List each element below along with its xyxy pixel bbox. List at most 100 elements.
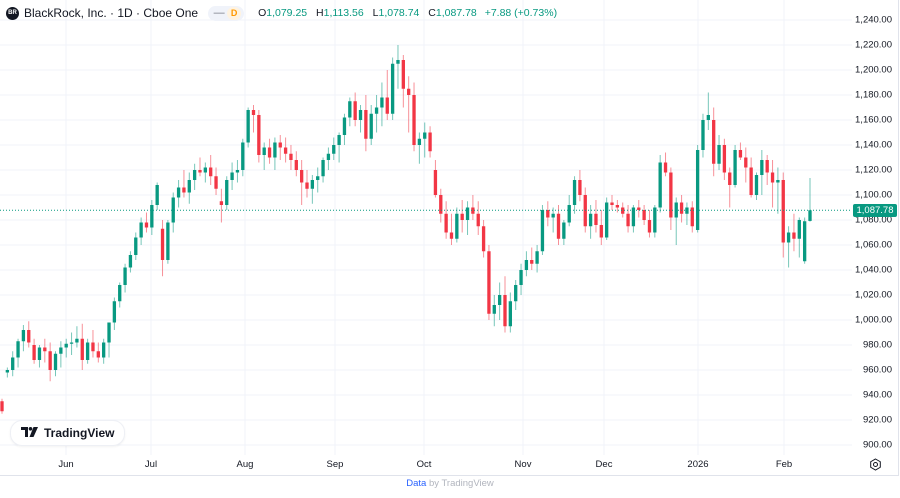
candle-down <box>712 107 716 177</box>
candle-down <box>481 220 486 258</box>
candle-down <box>476 201 480 235</box>
price-tick-label: 1,100.00 <box>855 189 892 201</box>
chart-frame: 1,240.00 1,220.00 1,200.00 1,180.00 1,160.00… <box>0 0 899 476</box>
candle-down <box>487 245 491 320</box>
candle-down <box>364 95 368 152</box>
candle-up <box>21 325 26 352</box>
candle-down <box>503 276 507 333</box>
candle-down <box>219 188 224 223</box>
candle-down <box>738 142 743 160</box>
close-label: C <box>428 7 436 19</box>
price-tick-label: 900.00 <box>862 439 892 451</box>
candle-up <box>123 263 127 293</box>
candle-up <box>348 97 352 127</box>
candle-down <box>27 321 31 348</box>
candle-down <box>647 210 652 238</box>
candle-up <box>497 282 502 320</box>
candle-down <box>679 195 684 223</box>
candle-down <box>594 200 598 233</box>
candle-up <box>786 226 791 268</box>
candle-down <box>385 70 389 120</box>
candle-up <box>588 205 593 239</box>
candle-down <box>257 110 261 163</box>
candle-up <box>524 251 529 277</box>
candle-up <box>203 162 207 183</box>
candle-up <box>369 105 373 145</box>
candle-down <box>781 172 785 258</box>
candle-up <box>695 145 700 233</box>
footer-attribution: Data by TradingView <box>0 478 900 496</box>
candle-up <box>374 95 379 133</box>
candle-up <box>717 135 721 170</box>
candle-up <box>16 338 20 368</box>
time-tick-label: Aug <box>236 459 254 470</box>
candle-up <box>134 232 138 260</box>
price-tick-label: 1,040.00 <box>855 264 892 276</box>
candle-down <box>209 155 213 185</box>
candle-down <box>449 213 454 245</box>
candle-up <box>396 45 400 89</box>
candlestick-plot[interactable] <box>0 0 852 455</box>
candle-up <box>358 105 363 133</box>
candle-down <box>0 398 4 414</box>
data-link[interactable]: Data <box>406 478 427 489</box>
candle-down <box>283 137 288 163</box>
attribution-text: by TradingView <box>426 478 494 489</box>
candle-down <box>32 338 36 364</box>
price-tick-label: 920.00 <box>862 414 892 426</box>
candle-up <box>492 295 496 327</box>
candle-down <box>444 201 448 239</box>
candle-down <box>722 138 727 180</box>
candle-up <box>85 338 90 364</box>
candle-down <box>578 170 582 202</box>
candle-down <box>621 202 625 218</box>
candle-up <box>706 92 710 130</box>
candle-up <box>760 150 764 195</box>
dash-icon: — <box>213 7 225 19</box>
candle-down <box>80 323 84 370</box>
candle-up <box>540 205 545 255</box>
candle-down <box>428 126 432 158</box>
low-label: L <box>372 7 379 19</box>
candle-up <box>631 205 636 233</box>
candle-up <box>380 82 384 127</box>
tradingview-watermark[interactable]: TradingView <box>10 420 126 446</box>
price-tick-label: 1,000.00 <box>855 314 892 326</box>
candle-up <box>316 167 320 193</box>
candle-up <box>776 167 780 214</box>
candle-up <box>69 332 74 355</box>
candle-up <box>701 113 705 158</box>
candle-down <box>460 200 464 233</box>
candle-down <box>615 200 620 213</box>
time-tick-label: Sep <box>326 459 344 470</box>
market-status-pill[interactable]: — D <box>208 5 245 21</box>
candle-up <box>176 180 181 208</box>
candle-up <box>37 345 42 368</box>
candle-down <box>412 82 416 152</box>
symbol-title[interactable]: BlackRock, Inc. · 1D · Cboe One <box>24 6 199 20</box>
candle-up <box>658 155 662 213</box>
candle-up <box>797 217 801 258</box>
candle-up <box>241 138 245 177</box>
settings-icon[interactable] <box>869 458 882 471</box>
candle-down <box>530 247 534 270</box>
price-tick-label: 1,160.00 <box>855 114 892 126</box>
candle-down <box>792 213 796 252</box>
candle-down <box>214 167 218 195</box>
candle-down <box>251 105 256 133</box>
candle-down <box>278 135 282 160</box>
candle-down <box>599 210 603 245</box>
candle-up <box>118 282 122 308</box>
open-value: 1,079.25 <box>266 7 308 19</box>
candle-down <box>401 55 405 108</box>
candle-up <box>685 202 689 225</box>
candle-up <box>171 192 175 233</box>
candle-up <box>273 137 277 170</box>
candle-down <box>299 160 304 205</box>
candle-up <box>733 145 737 188</box>
candle-up <box>455 207 459 243</box>
candle-up <box>337 132 341 163</box>
time-axis[interactable]: Jun Jul Aug Sep Oct Nov Dec 2026 Feb <box>0 455 852 475</box>
candle-down <box>556 205 561 245</box>
price-axis[interactable]: 1,240.00 1,220.00 1,200.00 1,180.00 1,160.00… <box>852 0 898 455</box>
